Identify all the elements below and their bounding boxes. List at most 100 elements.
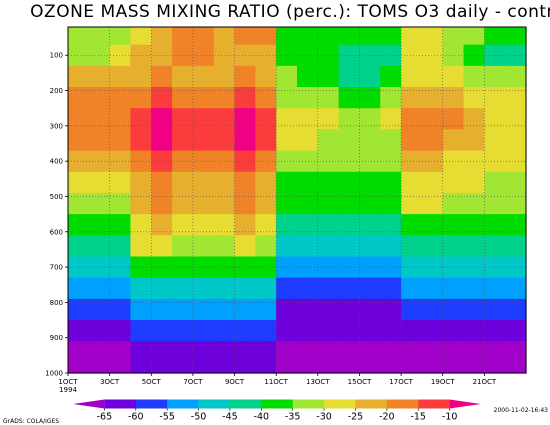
heatmap-cell: [317, 362, 340, 374]
heatmap-cell: [421, 341, 444, 363]
heatmap-cell: [338, 87, 361, 109]
heatmap-cell: [234, 65, 256, 88]
heatmap-cell: [88, 214, 111, 236]
heatmap-cell: [109, 44, 132, 67]
heatmap-cell: [338, 362, 361, 374]
heatmap-cell: [442, 87, 465, 109]
heatmap-cell: [255, 27, 277, 46]
heatmap-cell: [317, 150, 340, 173]
x-tick-label: 17OCT: [389, 378, 413, 386]
colorbar-swatch: [198, 399, 231, 409]
heatmap-cell: [68, 108, 90, 130]
heatmap-cell: [130, 87, 152, 109]
heatmap-cell: [234, 320, 256, 342]
plot-frame: [67, 26, 527, 374]
heatmap-cell: [380, 192, 402, 215]
heatmap-cell: [505, 277, 527, 300]
heatmap-cell: [338, 27, 361, 46]
colorbar-label: -60: [128, 412, 144, 423]
heatmap-cell: [192, 362, 215, 374]
heatmap-cell: [359, 320, 381, 342]
heatmap-cell: [297, 362, 319, 374]
x-tick-label: 21OCT: [473, 378, 497, 386]
heatmap-cell: [359, 65, 381, 88]
heatmap-cell: [234, 171, 256, 194]
heatmap-cell: [151, 235, 173, 258]
heatmap-cell: [317, 27, 340, 46]
heatmap-cell: [234, 362, 256, 374]
heatmap-cell: [68, 256, 90, 279]
heatmap-cell: [359, 341, 381, 363]
x-tick-label: 7OCT: [183, 378, 203, 386]
heatmap-cell: [421, 65, 444, 88]
heatmap-cell: [297, 108, 319, 130]
heatmap-cell: [297, 277, 319, 300]
heatmap-cell: [172, 65, 194, 88]
heatmap-cell: [442, 129, 465, 152]
heatmap-cell: [68, 87, 90, 109]
heatmap-cell: [505, 362, 527, 374]
colorbar-swatch: [292, 399, 325, 409]
heatmap-cell: [463, 44, 485, 67]
heatmap-cell: [234, 129, 256, 152]
heatmap-cell: [130, 65, 152, 88]
x-tick-label: 13OCT: [306, 378, 330, 386]
heatmap-cell: [130, 214, 152, 236]
heatmap-cell: [151, 108, 173, 130]
x-tick-label: 11OCT: [264, 378, 288, 386]
heatmap-cell: [192, 27, 215, 46]
x-tick-label: 15OCT: [348, 378, 372, 386]
colorbar-label: -15: [410, 412, 426, 423]
heatmap-cell: [359, 277, 381, 300]
heatmap-cell: [484, 298, 506, 321]
heatmap-cell: [484, 214, 506, 236]
heatmap-cell: [380, 277, 402, 300]
heatmap-cell: [109, 65, 132, 88]
colorbar-swatch: [104, 399, 137, 409]
heatmap-cell: [213, 87, 236, 109]
heatmap-cell: [151, 298, 173, 321]
heatmap-cell: [505, 171, 527, 194]
heatmap-cell: [317, 87, 340, 109]
heatmap-cell: [484, 320, 506, 342]
heatmap-cell: [359, 129, 381, 152]
y-tick-label: 100: [50, 52, 63, 60]
heatmap-cell: [130, 150, 152, 173]
heatmap-cell: [88, 27, 111, 46]
heatmap-cell: [463, 192, 485, 215]
heatmap-cell: [109, 150, 132, 173]
heatmap-cell: [276, 298, 298, 321]
heatmap-cell: [88, 235, 111, 258]
heatmap-cell: [192, 341, 215, 363]
heatmap-cell: [380, 362, 402, 374]
heatmap-cell: [338, 171, 361, 194]
heatmap-cell: [401, 341, 423, 363]
heatmap-cell: [401, 192, 423, 215]
colorbar-swatch: [135, 399, 168, 409]
heatmap-cell: [192, 87, 215, 109]
heatmap-cell: [505, 108, 527, 130]
heatmap-cell: [380, 320, 402, 342]
colorbar-label: -20: [379, 412, 395, 423]
heatmap-cell: [421, 256, 444, 279]
heatmap-cell: [276, 108, 298, 130]
heatmap-cell: [151, 65, 173, 88]
heatmap-cell: [172, 235, 194, 258]
heatmap-cells: [68, 27, 527, 374]
heatmap-cell: [421, 235, 444, 258]
x-year-label: 1994: [59, 386, 77, 394]
heatmap-cell: [255, 362, 277, 374]
heatmap-cell: [380, 108, 402, 130]
heatmap-cell: [359, 171, 381, 194]
heatmap-cell: [130, 192, 152, 215]
heatmap-cell: [172, 192, 194, 215]
heatmap-cell: [297, 171, 319, 194]
heatmap-cell: [88, 171, 111, 194]
y-tick-label: 1000: [45, 370, 63, 378]
heatmap-cell: [401, 277, 423, 300]
heatmap-cell: [463, 214, 485, 236]
heatmap-cell: [297, 44, 319, 67]
heatmap-cell: [192, 192, 215, 215]
heatmap-cell: [401, 362, 423, 374]
